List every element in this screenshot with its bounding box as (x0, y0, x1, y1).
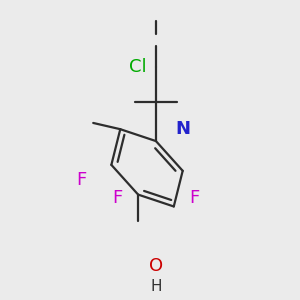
Text: N: N (175, 120, 190, 138)
Text: O: O (149, 257, 163, 275)
Text: Cl: Cl (129, 58, 147, 76)
Text: F: F (76, 171, 87, 189)
Text: F: F (190, 189, 200, 207)
Text: F: F (112, 189, 122, 207)
Text: H: H (150, 279, 162, 294)
